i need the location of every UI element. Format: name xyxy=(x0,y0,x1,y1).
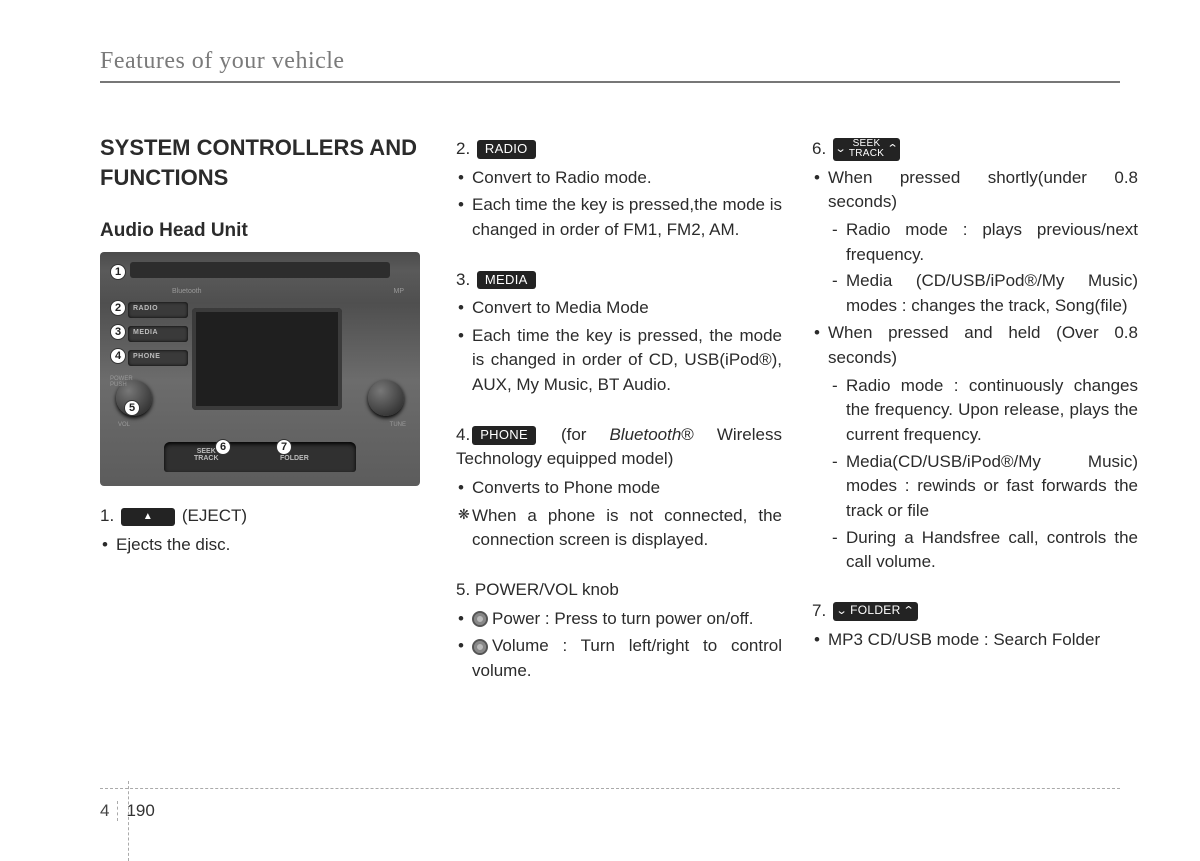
bluetooth-word: Bluetooth xyxy=(609,425,681,444)
callout-2: 2 xyxy=(110,300,126,316)
column-1: SYSTEM CONTROLLERS AND FUNCTIONS Audio H… xyxy=(100,133,426,687)
media-pill: MEDIA xyxy=(477,271,536,290)
columns: SYSTEM CONTROLLERS AND FUNCTIONS Audio H… xyxy=(100,133,1120,687)
item-1-num: 1. xyxy=(100,506,114,525)
item-2-num: 2. xyxy=(456,139,470,158)
item-5-num: 5. POWER/VOL knob xyxy=(456,578,782,603)
knob-icon xyxy=(472,639,488,655)
item-1: 1. ▲ (EJECT) Ejects the disc. xyxy=(100,504,426,557)
chapter-number: 4 xyxy=(100,801,118,821)
item-5-b2: Volume : Turn left/right to control volu… xyxy=(456,634,782,683)
item-7-b1: MP3 CD/USB mode : Search Folder xyxy=(812,628,1138,653)
page-footer: 4 190 xyxy=(100,788,1120,821)
column-2: 2. RADIO Convert to Radio mode. Each tim… xyxy=(456,133,782,687)
item-6-s5: During a Handsfree call, controls the ca… xyxy=(812,526,1138,575)
item-2-b1: Convert to Radio mode. xyxy=(456,166,782,191)
eject-pill: ▲ xyxy=(121,508,175,526)
item-7-num: 7. xyxy=(812,601,826,620)
item-3-b2: Each time the key is pressed, the mode i… xyxy=(456,324,782,398)
seek-track-pill: ⌄ SEEKTRACK ⌃ xyxy=(833,138,900,161)
callout-4: 4 xyxy=(110,348,126,364)
header-rule xyxy=(100,81,1120,83)
callout-1: 1 xyxy=(110,264,126,280)
item-6-b1: When pressed shortly(under 0.8 seconds) xyxy=(812,166,1138,215)
item-2-b2: Each time the key is pressed,the mode is… xyxy=(456,193,782,242)
item-6-s3: Radio mode : continuously changes the fr… xyxy=(812,374,1138,448)
radio-pill: RADIO xyxy=(477,140,536,159)
item-3-b1: Convert to Media Mode xyxy=(456,296,782,321)
item-6-num: 6. xyxy=(812,139,826,158)
page-title: SYSTEM CONTROLLERS AND FUNCTIONS xyxy=(100,133,426,192)
item-4-num: 4. xyxy=(456,425,470,444)
section-header: Features of your vehicle xyxy=(100,48,1120,75)
knob-icon xyxy=(472,611,488,627)
item-1-bullet: Ejects the disc. xyxy=(100,533,426,558)
item-6-b2: When pressed and held (Over 0.8 seconds) xyxy=(812,321,1138,370)
folder-pill: ⌄ FOLDER ⌃ xyxy=(833,602,918,620)
item-3-num: 3. xyxy=(456,270,470,289)
callout-3: 3 xyxy=(110,324,126,340)
column-3: 6. ⌄ SEEKTRACK ⌃ When pressed shortly(un… xyxy=(812,133,1138,687)
item-6-s1: Radio mode : plays previous/next frequen… xyxy=(812,218,1138,267)
item-4-b1: Converts to Phone mode xyxy=(456,476,782,501)
page-content: Features of your vehicle SYSTEM CONTROLL… xyxy=(0,0,1200,687)
item-1-label: (EJECT) xyxy=(182,506,247,525)
item-6-s2: Media (CD/USB/iPod®/My Music) modes : ch… xyxy=(812,269,1138,318)
page-number: 190 xyxy=(126,801,154,821)
item-6-s4: Media(CD/USB/iPod®/My Music) modes : rew… xyxy=(812,450,1138,524)
head-unit-photo: Bluetooth MP RADIO MEDIA PHONE POWER PUS… xyxy=(100,252,420,486)
subtitle: Audio Head Unit xyxy=(100,220,426,242)
item-5-b1: Power : Press to turn power on/off. xyxy=(456,607,782,632)
phone-pill: PHONE xyxy=(472,426,536,445)
item-4-b2: When a phone is not connected, the conne… xyxy=(456,504,782,553)
item-4-taila: (for xyxy=(561,425,610,444)
